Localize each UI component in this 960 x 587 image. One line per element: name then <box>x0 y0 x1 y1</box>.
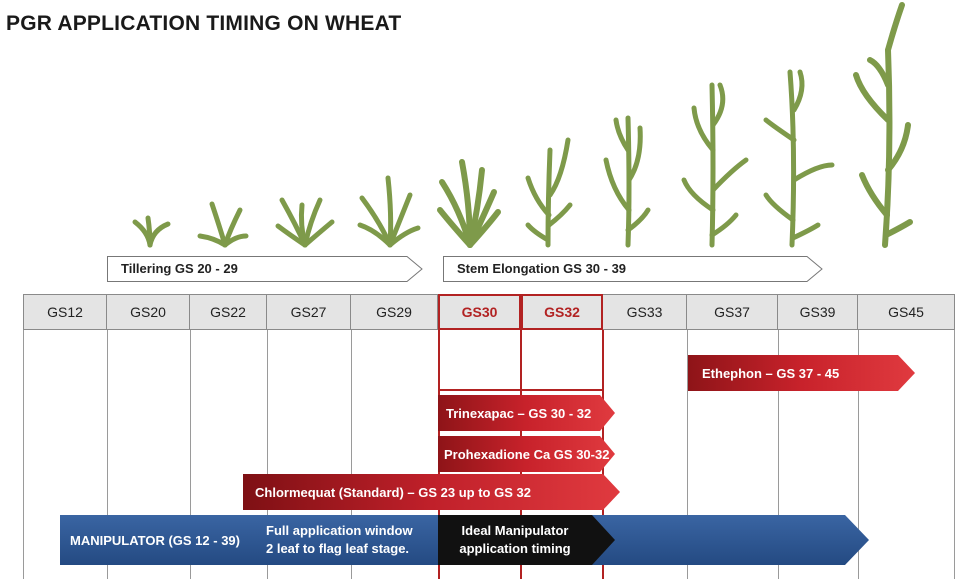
plant-gs12-icon <box>132 215 171 248</box>
manipulator-ideal-line1: Ideal Manipulator <box>461 523 569 538</box>
gs-header-gs29: GS29 <box>351 294 438 330</box>
manipulator-ideal-text: Ideal Manipulator application timing <box>440 522 590 558</box>
gs-header-gs33: GS33 <box>603 294 687 330</box>
manipulator-label: MANIPULATOR (GS 12 - 39) <box>70 532 240 548</box>
prohexadione-bar: Prohexadione Ca GS 30-32 <box>438 436 616 472</box>
plant-gs29-icon <box>437 159 501 248</box>
plant-gs33-icon <box>681 82 749 248</box>
column-divider <box>107 330 108 579</box>
plant-gs20-icon <box>197 201 249 248</box>
manipulator-window-line1: Full application window <box>266 523 413 538</box>
column-divider <box>954 330 955 579</box>
phase-stem-elongation-arrow: Stem Elongation GS 30 - 39 <box>443 256 823 282</box>
plant-gs22-icon <box>275 197 335 248</box>
phase-stem-elongation-label: Stem Elongation GS 30 - 39 <box>457 261 627 276</box>
column-divider <box>267 330 268 579</box>
wheat-plants-illustration <box>132 2 913 248</box>
trinexapac-label: Trinexapac – GS 30 - 32 <box>446 405 592 421</box>
gs-header-gs39: GS39 <box>778 294 858 330</box>
trinexapac-bar: Trinexapac – GS 30 - 32 <box>438 395 616 431</box>
plant-gs45-icon <box>853 2 913 248</box>
gs-header-gs30: GS30 <box>438 294 521 330</box>
chlormequat-bar: Chlormequat (Standard) – GS 23 up to GS … <box>243 474 621 510</box>
ethephon-bar: Ethephon – GS 37 - 45 <box>688 355 916 391</box>
plant-gs37-icon <box>763 69 835 248</box>
plant-gs30-icon <box>525 137 573 248</box>
gs-header-gs20: GS20 <box>107 294 190 330</box>
ideal-window-highlight-box <box>438 330 604 391</box>
gs-header-gs32: GS32 <box>521 294 603 330</box>
gs-header-gs22: GS22 <box>190 294 267 330</box>
column-divider <box>190 330 191 579</box>
manipulator-window-line2: 2 leaf to flag leaf stage. <box>266 541 410 556</box>
column-divider <box>687 330 688 579</box>
growth-stage-grid: GS12 GS20 GS22 GS27 GS29 GS30 GS32 GS33 … <box>23 294 955 579</box>
manipulator-ideal-line2: application timing <box>459 541 571 556</box>
gs-header-gs37: GS37 <box>687 294 778 330</box>
manipulator-window-text: Full application window 2 leaf to flag l… <box>266 522 413 558</box>
gs-header-gs12: GS12 <box>23 294 107 330</box>
gs-header-gs27: GS27 <box>267 294 351 330</box>
column-divider <box>351 330 352 579</box>
gs-header-gs45: GS45 <box>858 294 955 330</box>
ethephon-label: Ethephon – GS 37 - 45 <box>702 365 840 381</box>
plant-gs32-icon <box>603 115 651 248</box>
column-divider <box>778 330 779 579</box>
manipulator-bar: MANIPULATOR (GS 12 - 39) Full applicatio… <box>60 515 870 565</box>
column-divider <box>23 330 24 579</box>
phase-tillering-arrow: Tillering GS 20 - 29 <box>107 256 423 282</box>
column-divider <box>858 330 859 579</box>
chlormequat-label: Chlormequat (Standard) – GS 23 up to GS … <box>255 484 531 500</box>
page-title: PGR APPLICATION TIMING ON WHEAT <box>6 12 402 35</box>
plant-gs27-icon <box>357 175 421 248</box>
prohexadione-label: Prohexadione Ca GS 30-32 <box>444 446 610 462</box>
phase-tillering-label: Tillering GS 20 - 29 <box>121 261 238 276</box>
